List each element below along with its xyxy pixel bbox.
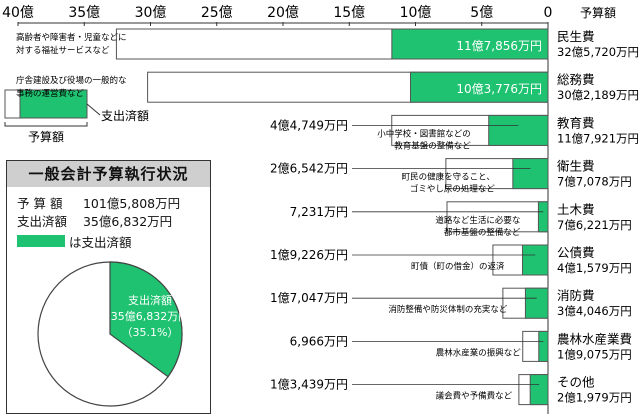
spent-value-label: 7,231万円 — [290, 205, 348, 219]
summary-budget-value: 101億5,808万円 — [82, 196, 181, 211]
category-budget-value: 1億9,075万円 — [557, 347, 632, 361]
x-tick-label: 5億 — [470, 5, 493, 21]
category-description: 事務の運営費など — [16, 88, 85, 99]
pie-spent-slice — [109, 261, 183, 378]
category-description: ゴミやし尿の処理など — [410, 184, 496, 195]
legend-leader-line — [86, 103, 101, 116]
category-budget-value: 7億6,221万円 — [557, 218, 632, 232]
x-tick-label: 40億 — [2, 5, 34, 21]
category-budget-value: 4億1,579万円 — [557, 261, 632, 275]
spent-value-label: 11億7,856万円 — [456, 39, 542, 53]
x-tick-label: 30億 — [135, 5, 167, 21]
category-name: その他 — [557, 375, 595, 390]
category-budget-value: 3億4,046万円 — [557, 304, 632, 318]
spent-value-label: 4億4,749万円 — [270, 118, 348, 132]
spent-bar — [538, 330, 549, 362]
category-description: 庁舎建設及び役場の一般的な — [16, 75, 127, 86]
legend-spent-box — [19, 89, 88, 119]
spent-bar — [524, 287, 549, 319]
category-description: 小中学校・図書館などの — [377, 128, 471, 139]
spent-bar — [522, 244, 549, 276]
category-name: 総務費 — [557, 72, 595, 87]
summary-budget-label: 予 算 額 — [17, 196, 63, 211]
spent-value-label: 2億6,542万円 — [270, 162, 348, 176]
legend-budget-bracket — [4, 122, 88, 127]
category-name: 消防費 — [557, 288, 595, 303]
category-description: 農林水産業の振興など — [436, 347, 522, 358]
summary-budget-row: 予 算 額 101億5,808万円 — [17, 193, 180, 212]
x-tick-label: 15億 — [333, 5, 365, 21]
header-budget-label: 予算額 — [580, 5, 616, 20]
summary-title: 一般会計予算執行状況 — [7, 161, 210, 187]
summary-pie-chart: 支出済額 35億6,832万円 （35.1%） — [37, 261, 190, 407]
category-description: 消防整備や防災体制の充実など — [388, 304, 508, 315]
spent-value-label: 1億9,226万円 — [270, 248, 348, 262]
category-name: 農林水産業費 — [557, 331, 632, 346]
spent-value-label: 1億3,439万円 — [270, 378, 348, 392]
spent-bar — [391, 28, 549, 60]
spent-value-label: 10億3,776万円 — [456, 82, 542, 96]
category-description: 議会費や予備費など — [436, 391, 513, 402]
category-description: 教育基盤の整備など — [394, 140, 471, 151]
spent-bar — [488, 114, 549, 146]
pie-label-title: 支出済額 — [128, 293, 172, 307]
spent-bar — [512, 158, 549, 190]
category-budget-value: 7億7,078万円 — [557, 175, 632, 189]
category-description: 対する福祉サービスなど — [16, 45, 110, 56]
category-name: 衛生費 — [557, 159, 595, 174]
x-tick-label: 25億 — [201, 5, 233, 21]
category-description: 町民の健康を守ること、 — [402, 172, 495, 183]
legend-budget-label: 予算額 — [28, 129, 64, 144]
category-budget-value: 30億2,189万円 — [557, 88, 639, 102]
x-tick-label: 0 — [544, 5, 553, 21]
summary-spent-value: 35億6,832万円 — [82, 214, 173, 229]
pie-label-percent: （35.1%） — [122, 326, 179, 339]
summary-spent-label: 支出済額 — [17, 214, 68, 229]
category-name: 土木費 — [557, 202, 595, 217]
category-description: 道路など生活に必要な — [435, 215, 520, 226]
category-budget-value: 2億1,979万円 — [557, 391, 632, 405]
x-tick-label: 10億 — [400, 5, 432, 21]
spent-bar — [409, 71, 549, 103]
category-name: 教育費 — [557, 115, 595, 130]
category-description: 高齢者や障害者・児童などに — [16, 32, 127, 43]
x-tick-label: 35億 — [68, 5, 100, 21]
spent-bar — [529, 374, 549, 406]
spent-value-label: 6,966万円 — [290, 334, 348, 348]
spent-value-label: 1億7,047万円 — [270, 291, 348, 305]
spent-bar — [537, 201, 549, 233]
category-name: 公債費 — [557, 245, 595, 260]
legend-spent-label: 支出済額 — [101, 108, 149, 123]
category-budget-value: 11億7,921万円 — [557, 131, 639, 145]
legend-swatch-spent — [17, 235, 65, 247]
category-name: 民生費 — [557, 29, 595, 44]
category-budget-value: 32億5,720万円 — [557, 45, 639, 59]
legend-spent-text: は支出済額 — [69, 235, 132, 250]
summary-spent-row: 支出済額 35億6,832万円 — [17, 211, 172, 230]
category-description: 町債（町の借金）の返済 — [411, 261, 505, 272]
category-description: 都市基盤の整備など — [444, 227, 521, 238]
pie-label-value: 35億6,832万円 — [111, 310, 190, 323]
x-tick-label: 20億 — [267, 5, 299, 21]
